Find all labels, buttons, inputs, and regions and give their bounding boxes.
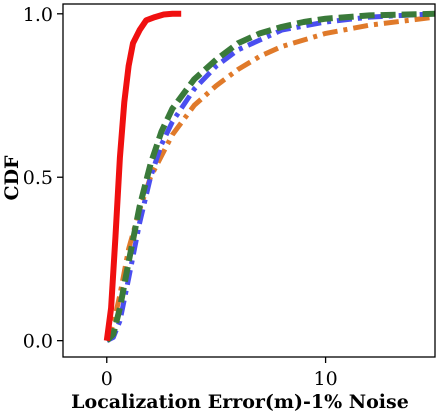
series-line-2 [104,10,436,343]
axes-layer [57,3,436,363]
y-tick-label: 0.0 [23,331,53,353]
x-tick-label: 0 [101,368,113,390]
series-line-3 [105,11,436,343]
labels-layer: Localization Error(m)-1% Noise CDF 0 10 0.… [1,4,409,413]
x-axis-title: Localization Error(m)-1% Noise [71,391,409,413]
y-tick-label: 1.0 [23,4,53,26]
series-layer [103,10,436,343]
series-line-4 [104,14,436,342]
x-tick-label: 10 [313,368,337,390]
y-tick-label: 0.5 [23,167,53,189]
y-axis-title: CDF [1,155,23,201]
series-line-1 [103,10,182,342]
plot-frame [62,3,436,358]
